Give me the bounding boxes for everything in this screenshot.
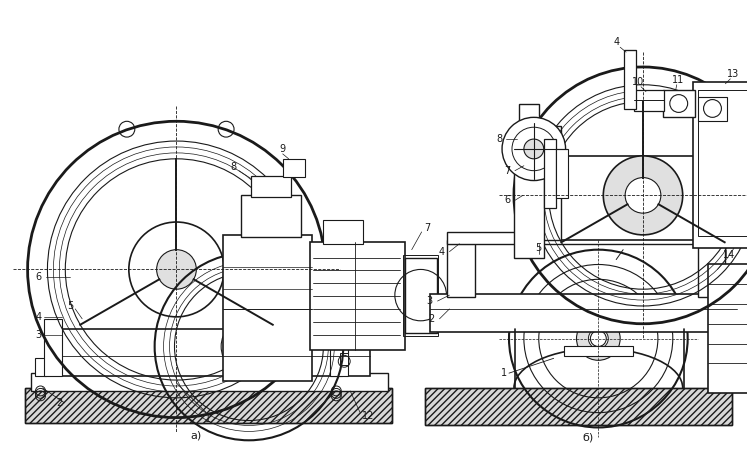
Text: 7: 7: [504, 166, 510, 176]
Bar: [430, 294, 737, 332]
Circle shape: [589, 329, 608, 348]
Bar: [693, 82, 750, 248]
Bar: [519, 104, 538, 151]
Bar: [34, 358, 46, 376]
Text: 2: 2: [428, 314, 435, 324]
Text: 1: 1: [206, 414, 212, 423]
Text: 13: 13: [728, 69, 740, 79]
Bar: [556, 149, 568, 198]
Text: 4: 4: [614, 37, 620, 47]
Bar: [698, 240, 725, 297]
Bar: [283, 159, 304, 176]
Text: 1: 1: [501, 368, 507, 378]
Text: 6: 6: [504, 195, 510, 205]
Text: 3: 3: [427, 296, 433, 306]
Bar: [25, 388, 392, 423]
Bar: [330, 358, 342, 376]
Bar: [405, 258, 436, 333]
Bar: [514, 149, 544, 258]
Bar: [251, 176, 291, 198]
Bar: [224, 235, 313, 381]
Text: 6: 6: [35, 273, 41, 282]
Bar: [44, 319, 62, 376]
Text: 9: 9: [280, 144, 286, 154]
Bar: [563, 347, 633, 357]
Bar: [424, 388, 732, 426]
Text: 11: 11: [671, 75, 684, 85]
Bar: [330, 339, 348, 376]
Text: а): а): [190, 430, 202, 440]
Bar: [449, 238, 473, 244]
Text: 5: 5: [536, 243, 542, 253]
Text: 8: 8: [230, 162, 236, 172]
Text: 3: 3: [35, 330, 41, 339]
Circle shape: [603, 156, 682, 235]
Bar: [448, 240, 476, 297]
Bar: [241, 195, 301, 237]
Circle shape: [590, 330, 606, 347]
Bar: [624, 50, 636, 110]
Bar: [424, 388, 732, 426]
Bar: [716, 126, 737, 240]
Bar: [403, 255, 437, 335]
Text: 10: 10: [632, 77, 644, 87]
Bar: [448, 232, 728, 244]
Bar: [707, 264, 750, 393]
Bar: [698, 238, 721, 244]
Text: 8: 8: [496, 134, 502, 144]
Bar: [31, 373, 388, 391]
Bar: [538, 126, 560, 240]
Bar: [544, 139, 556, 208]
Circle shape: [524, 139, 544, 159]
Bar: [538, 156, 732, 240]
Text: 5: 5: [68, 301, 74, 311]
Text: 2: 2: [56, 398, 62, 408]
Text: 14: 14: [723, 250, 736, 260]
Bar: [310, 242, 405, 350]
Bar: [25, 388, 392, 423]
Bar: [340, 353, 348, 365]
Circle shape: [626, 178, 661, 213]
Bar: [663, 90, 694, 117]
Bar: [698, 97, 728, 121]
Bar: [323, 220, 363, 244]
Circle shape: [157, 250, 196, 289]
Text: 4: 4: [35, 312, 41, 322]
Bar: [634, 90, 664, 111]
Circle shape: [502, 117, 566, 180]
Bar: [62, 329, 370, 376]
Text: 4: 4: [439, 247, 445, 257]
Bar: [698, 90, 750, 236]
Text: б): б): [583, 432, 594, 442]
Text: 12: 12: [362, 410, 374, 421]
Circle shape: [577, 317, 620, 360]
Text: 7: 7: [424, 223, 430, 233]
